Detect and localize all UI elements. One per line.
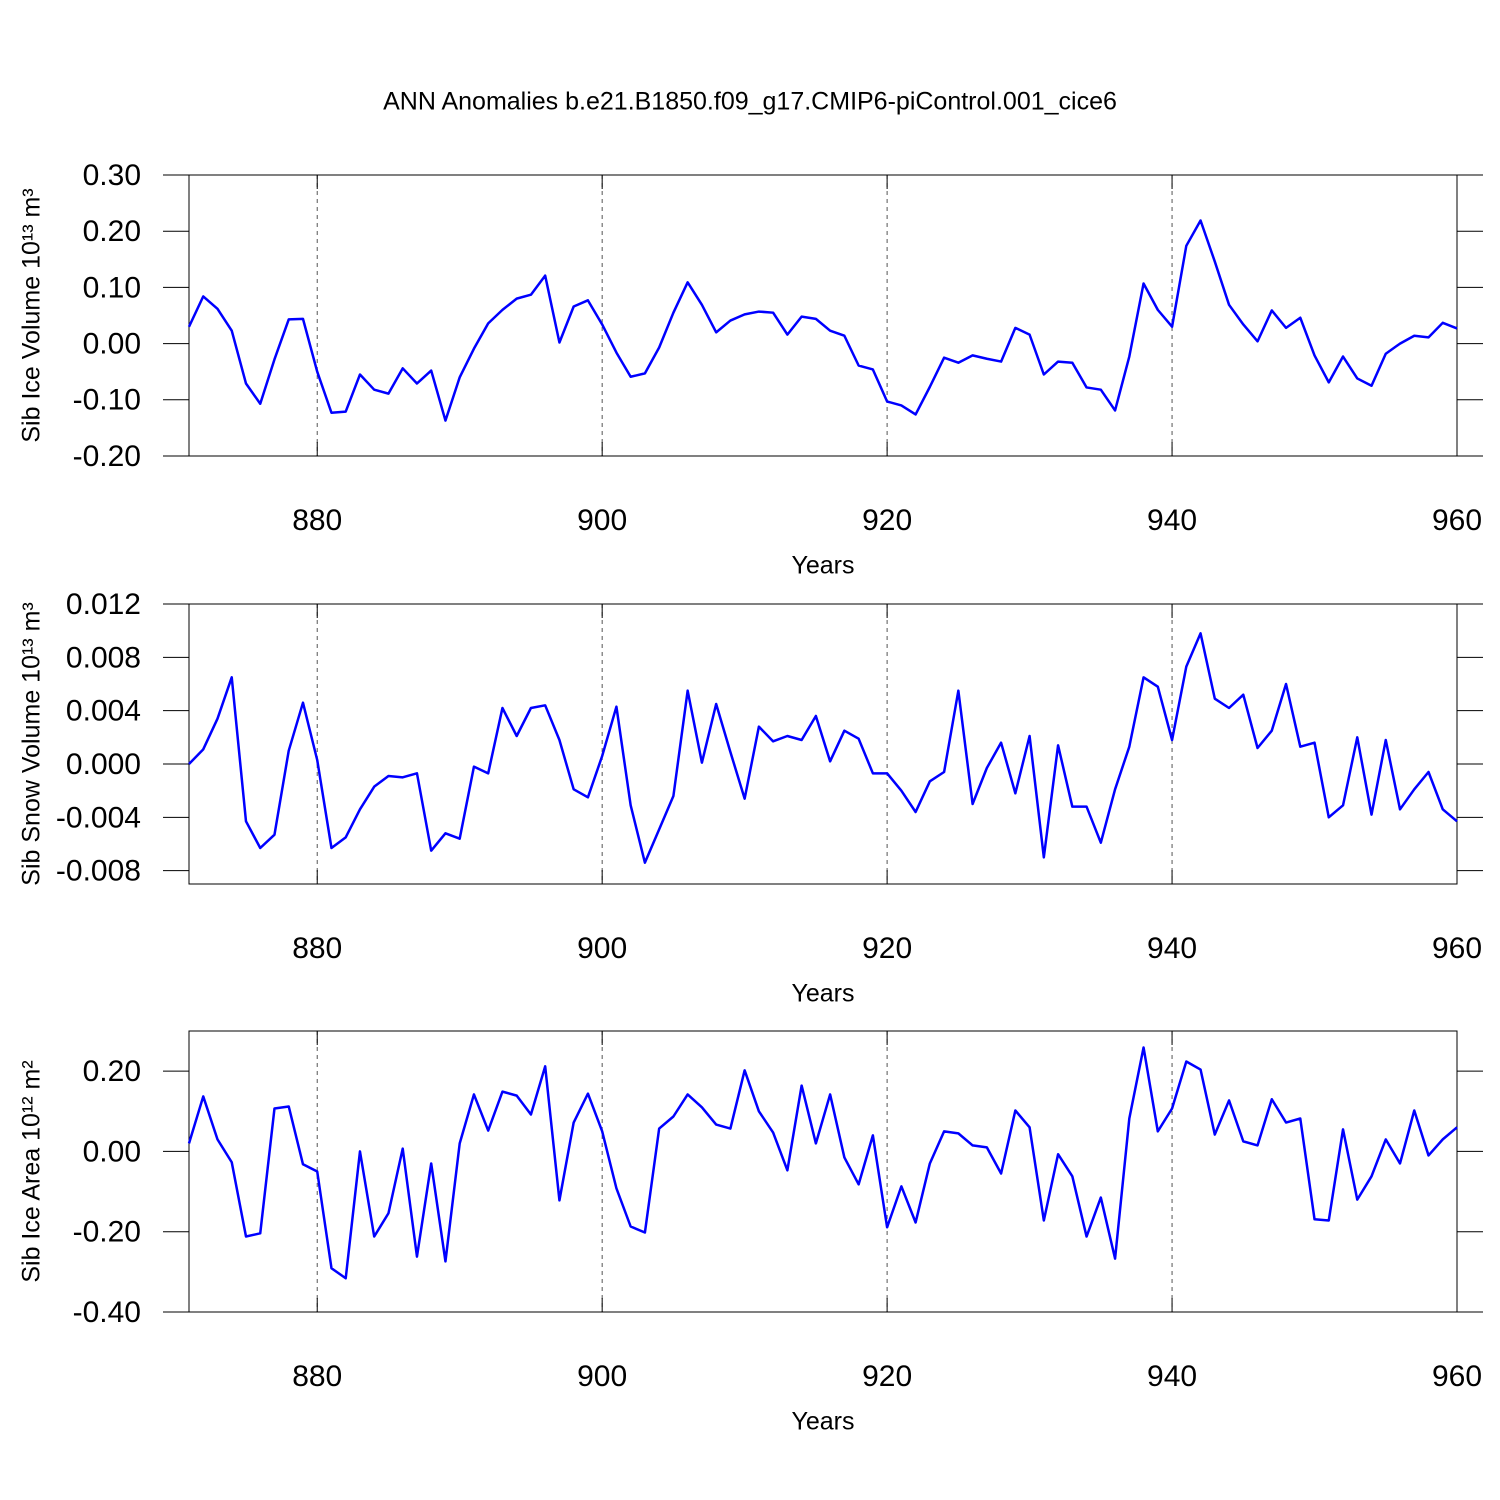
y-tick-label: 0.004 [66, 695, 141, 728]
plot-frame [188, 1030, 1458, 1313]
x-tick-label: 900 [577, 932, 627, 965]
x-tick-label: 880 [292, 1360, 342, 1393]
y-tick-label: 0.10 [83, 271, 141, 304]
y-axis-label: Sib Snow Volume 10¹³ m³ [18, 602, 46, 885]
x-tick-label: 940 [1147, 504, 1197, 537]
y-tick-label: 0.30 [83, 159, 141, 192]
x-axis-label: Years [791, 1408, 854, 1436]
plot-frame [188, 174, 1458, 457]
y-tick-label: -0.20 [73, 440, 141, 473]
y-tick-label: -0.004 [56, 801, 141, 834]
x-tick-label: 900 [577, 1360, 627, 1393]
x-axis-label: Years [791, 980, 854, 1008]
y-tick-label: -0.40 [73, 1296, 141, 1329]
x-tick-label: 960 [1432, 504, 1482, 537]
y-tick-label: 0.000 [66, 748, 141, 781]
y-tick-label: -0.20 [73, 1216, 141, 1249]
data-line [188, 632, 1458, 864]
x-tick-label: 940 [1147, 1360, 1197, 1393]
x-tick-label: 920 [862, 932, 912, 965]
y-tick-label: -0.10 [73, 384, 141, 417]
x-tick-label: 900 [577, 504, 627, 537]
data-line [187, 1046, 1458, 1280]
x-tick-label: 880 [292, 504, 342, 537]
y-tick-label: 0.00 [83, 1135, 141, 1168]
y-tick-label: 0.20 [83, 215, 141, 248]
y-axis-label: Sib Ice Volume 10¹³ m³ [18, 188, 46, 442]
y-axis-label: Sib Ice Area 10¹² m² [18, 1060, 46, 1282]
data-line [187, 219, 1458, 422]
y-tick-label: 0.012 [66, 588, 141, 621]
x-tick-label: 940 [1147, 932, 1197, 965]
x-axis-label: Years [791, 552, 854, 580]
y-tick-label: -0.008 [56, 855, 141, 888]
x-tick-label: 880 [292, 932, 342, 965]
x-tick-label: 960 [1432, 932, 1482, 965]
chart-title: ANN Anomalies b.e21.B1850.f09_g17.CMIP6-… [383, 88, 1117, 116]
y-tick-label: 0.20 [83, 1055, 141, 1088]
y-tick-label: 0.008 [66, 641, 141, 674]
x-tick-label: 920 [862, 504, 912, 537]
plot-frame [188, 603, 1458, 885]
y-tick-label: 0.00 [83, 328, 141, 361]
x-tick-label: 920 [862, 1360, 912, 1393]
x-tick-label: 960 [1432, 1360, 1482, 1393]
